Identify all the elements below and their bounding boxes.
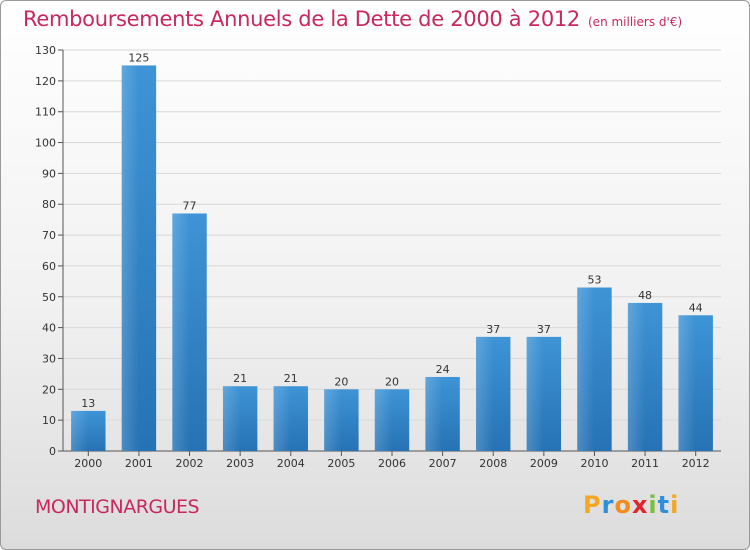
- y-tick-label: 90: [42, 167, 56, 180]
- logo-letter: t: [657, 491, 671, 519]
- data-label: 37: [537, 323, 551, 336]
- data-label: 48: [638, 289, 652, 302]
- bar-highlight: [476, 336, 494, 451]
- x-tick-label: 2011: [631, 457, 659, 470]
- logo-letter: r: [601, 491, 615, 519]
- y-tick-label: 40: [42, 322, 56, 335]
- x-tick-label: 2009: [530, 457, 558, 470]
- logo-letter: i: [670, 491, 680, 519]
- chart-subtitle: (en milliers d'€): [588, 15, 683, 29]
- x-tick-label: 2004: [277, 457, 305, 470]
- x-tick-label: 2006: [378, 457, 406, 470]
- data-label: 44: [689, 301, 703, 314]
- proxiti-logo: Proxiti: [583, 491, 679, 519]
- bar-highlight: [627, 302, 646, 451]
- x-tick-label: 2000: [74, 457, 102, 470]
- commune-name: MONTIGNARGUES: [35, 496, 200, 518]
- bar-highlight: [678, 315, 696, 451]
- x-tick-label: 2003: [226, 457, 254, 470]
- data-label: 24: [436, 363, 450, 376]
- x-tick-label: 2005: [327, 457, 355, 470]
- x-tick-label: 2010: [580, 457, 608, 470]
- y-tick-label: 120: [35, 75, 56, 88]
- logo-letter: o: [614, 491, 632, 519]
- logo-letter: i: [648, 491, 658, 519]
- bar-highlight: [71, 410, 89, 451]
- y-tick-label: 110: [35, 106, 56, 119]
- y-tick-label: 30: [42, 352, 56, 365]
- bar-highlight: [526, 336, 544, 451]
- y-tick-label: 130: [35, 44, 56, 57]
- data-label: 77: [183, 199, 197, 212]
- data-label: 53: [587, 274, 601, 287]
- x-tick-label: 2001: [125, 457, 153, 470]
- bar-highlight: [425, 376, 443, 451]
- bar-highlight: [324, 389, 342, 451]
- x-tick-label: 2008: [479, 457, 507, 470]
- bar-highlight: [374, 389, 392, 451]
- chart-title-text: Remboursements Annuels de la Dette de 20…: [23, 7, 580, 31]
- y-tick-label: 10: [42, 414, 56, 427]
- logo-letter: x: [631, 491, 649, 519]
- y-tick-label: 70: [42, 229, 56, 242]
- chart-title: Remboursements Annuels de la Dette de 20…: [23, 7, 682, 31]
- y-tick-label: 80: [42, 198, 56, 211]
- bar-highlight: [222, 386, 241, 451]
- data-label: 21: [233, 372, 247, 385]
- x-tick-label: 2002: [176, 457, 204, 470]
- data-label: 21: [284, 372, 298, 385]
- y-tick-label: 50: [42, 291, 56, 304]
- bar-highlight: [121, 65, 139, 451]
- y-tick-label: 0: [49, 445, 56, 458]
- data-label: 20: [334, 375, 348, 388]
- x-tick-label: 2012: [682, 457, 710, 470]
- data-label: 125: [128, 51, 149, 64]
- bar-highlight: [172, 213, 190, 451]
- x-tick-label: 2007: [429, 457, 457, 470]
- y-tick-label: 100: [35, 137, 56, 150]
- bar-highlight: [577, 287, 595, 451]
- bar-highlight: [273, 386, 291, 451]
- y-tick-label: 20: [42, 383, 56, 396]
- data-label: 37: [486, 323, 500, 336]
- data-label: 13: [81, 397, 95, 410]
- y-tick-label: 60: [42, 260, 56, 273]
- data-label: 20: [385, 375, 399, 388]
- logo-letter: P: [583, 491, 602, 519]
